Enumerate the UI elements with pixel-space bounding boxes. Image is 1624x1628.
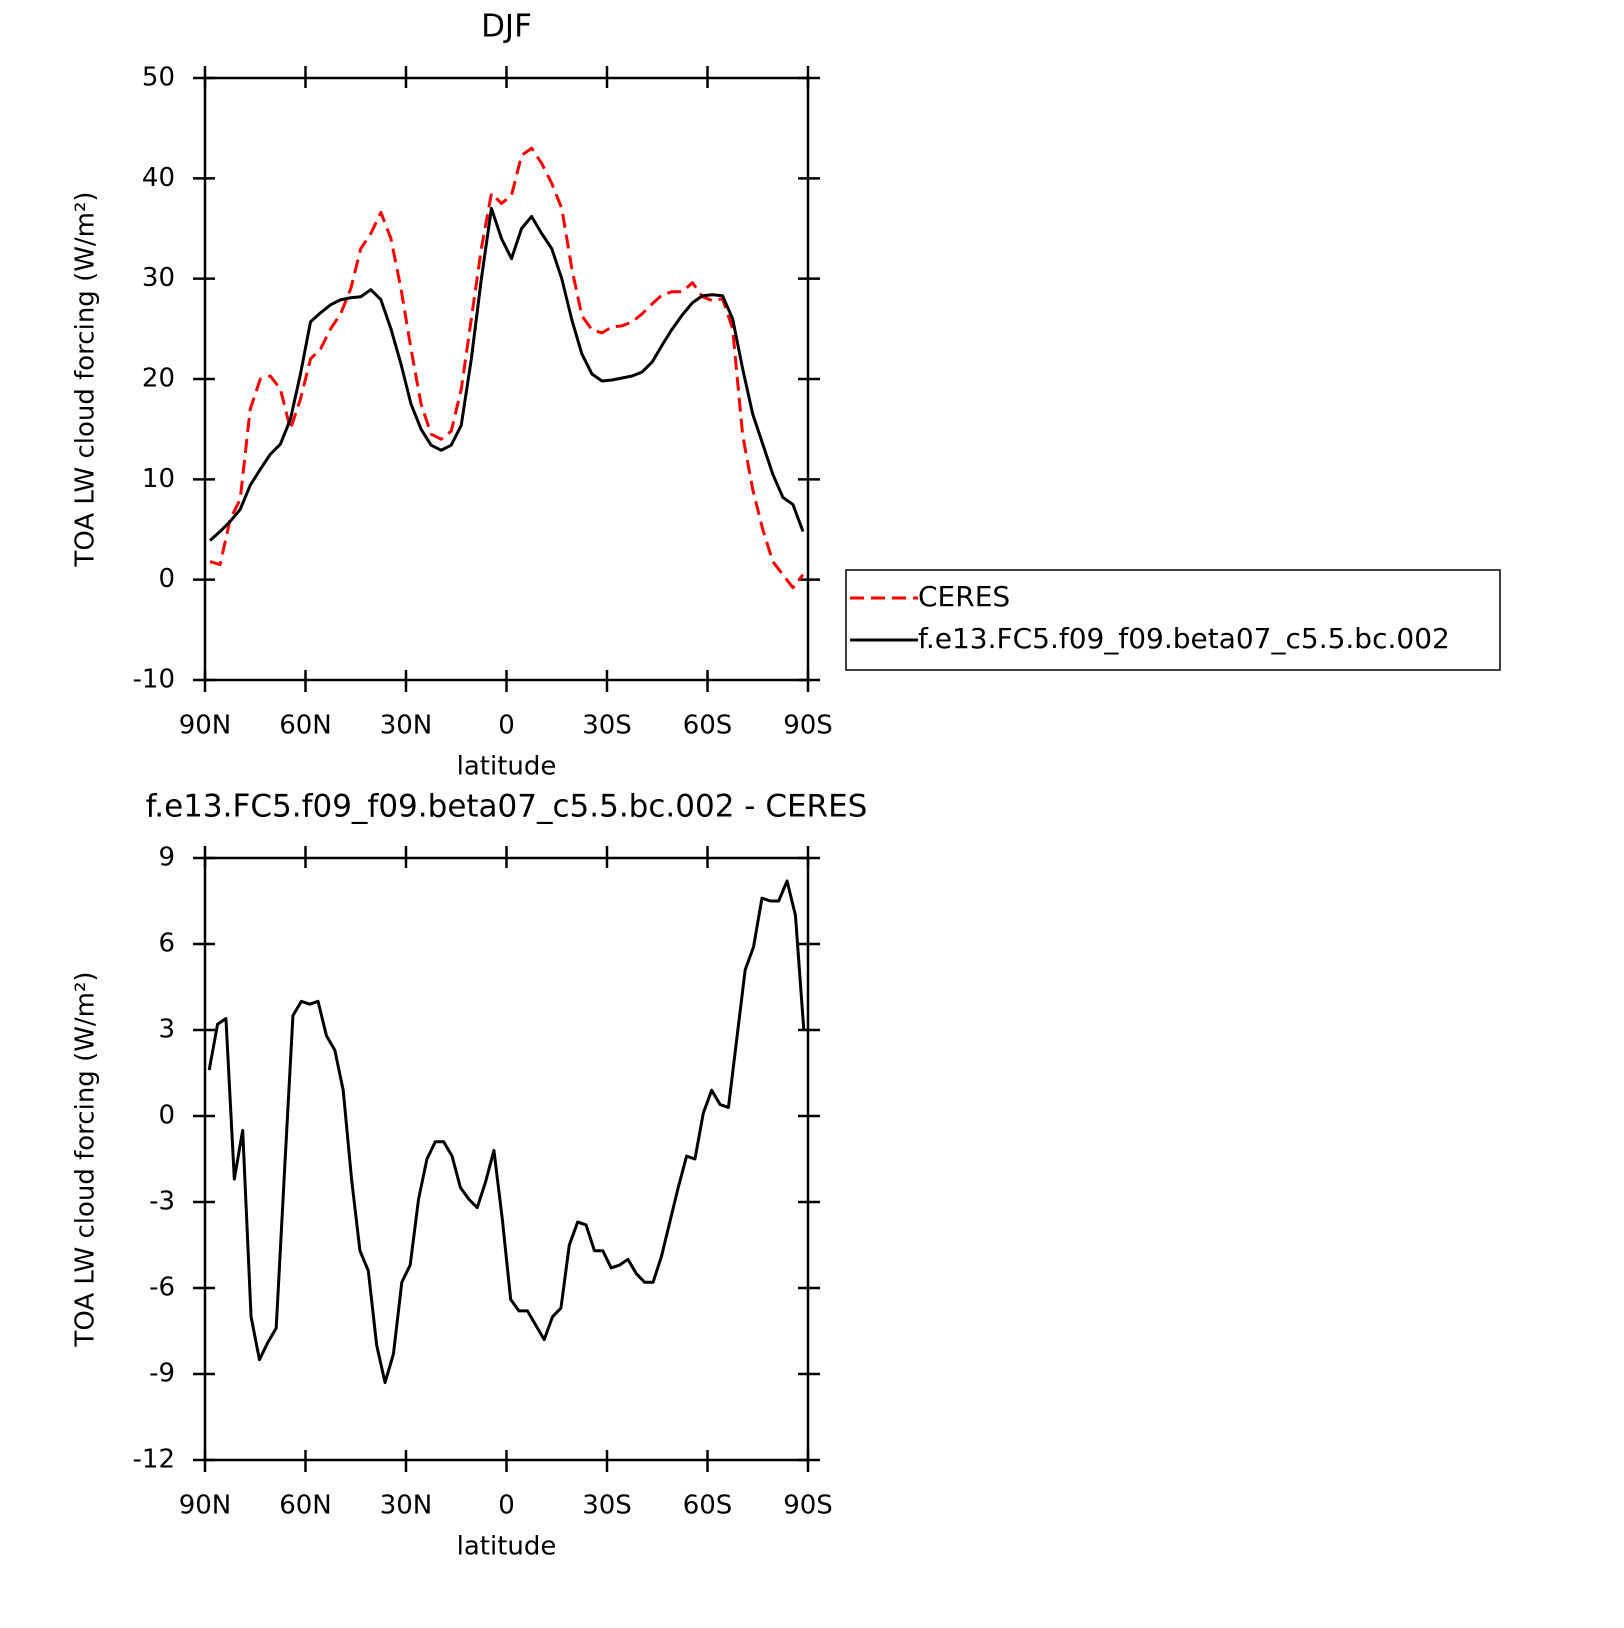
series-line (209, 206, 805, 542)
x-tick-label: 90N (179, 1491, 232, 1521)
x-tick-label: 0 (498, 1491, 515, 1521)
x-tick-label: 90S (783, 1491, 833, 1521)
x-tick-label: 60N (279, 711, 332, 741)
y-tick-label: 30 (142, 263, 175, 293)
y-tick-label: -3 (149, 1187, 175, 1217)
y-tick-label: 10 (142, 464, 175, 494)
x-tick-label: 90S (783, 711, 833, 741)
y-axis-label: TOA LW cloud forcing (W/m²) (71, 191, 101, 567)
y-tick-label: -12 (133, 1445, 175, 1475)
x-tick-label: 90N (179, 711, 232, 741)
series-line (207, 879, 806, 1385)
chart-title: DJF (481, 9, 532, 45)
y-tick-label: 9 (158, 843, 175, 873)
y-axis-label: TOA LW cloud forcing (W/m²) (71, 971, 101, 1347)
x-tick-label: 0 (498, 711, 515, 741)
x-tick-label: 30S (582, 1491, 632, 1521)
legend-text: f.e13.FC5.f09_f09.beta07_c5.5.bc.002 (918, 622, 1450, 655)
x-tick-label: 60S (683, 1491, 733, 1521)
y-tick-label: -9 (149, 1359, 175, 1389)
y-tick-label: -6 (149, 1273, 175, 1303)
legend-text: CERES (918, 580, 1010, 613)
x-tick-label: 30N (380, 711, 433, 741)
y-tick-label: 50 (142, 63, 175, 93)
series-line (209, 146, 805, 590)
plot-frame (203, 856, 810, 1462)
y-tick-label: -10 (133, 665, 175, 695)
y-tick-label: 6 (158, 929, 175, 959)
y-tick-label: 40 (142, 163, 175, 193)
y-tick-label: 20 (142, 364, 175, 394)
x-tick-label: 60S (683, 711, 733, 741)
legend: CERES f.e13.FC5.f09_f09.beta07_c5.5.bc.00… (845, 569, 1501, 671)
y-tick-label: 0 (158, 564, 175, 594)
y-tick-label: 3 (158, 1015, 175, 1045)
x-axis-label: latitude (457, 752, 557, 782)
panel: f.e13.FC5.f09_f09.beta07_c5.5.bc.002 - C… (71, 789, 868, 1562)
x-axis-label: latitude (457, 1532, 557, 1562)
panel: DJF latitude TOA LW cloud forcing (W/m²) -1… (71, 9, 1501, 782)
x-tick-label: 60N (279, 1491, 332, 1521)
plot-frame (203, 76, 810, 682)
y-tick-label: 0 (158, 1101, 175, 1131)
legend-box (845, 569, 1501, 671)
chart-title: f.e13.FC5.f09_f09.beta07_c5.5.bc.002 - C… (146, 789, 868, 825)
x-tick-label: 30S (582, 711, 632, 741)
x-tick-label: 30N (380, 1491, 433, 1521)
